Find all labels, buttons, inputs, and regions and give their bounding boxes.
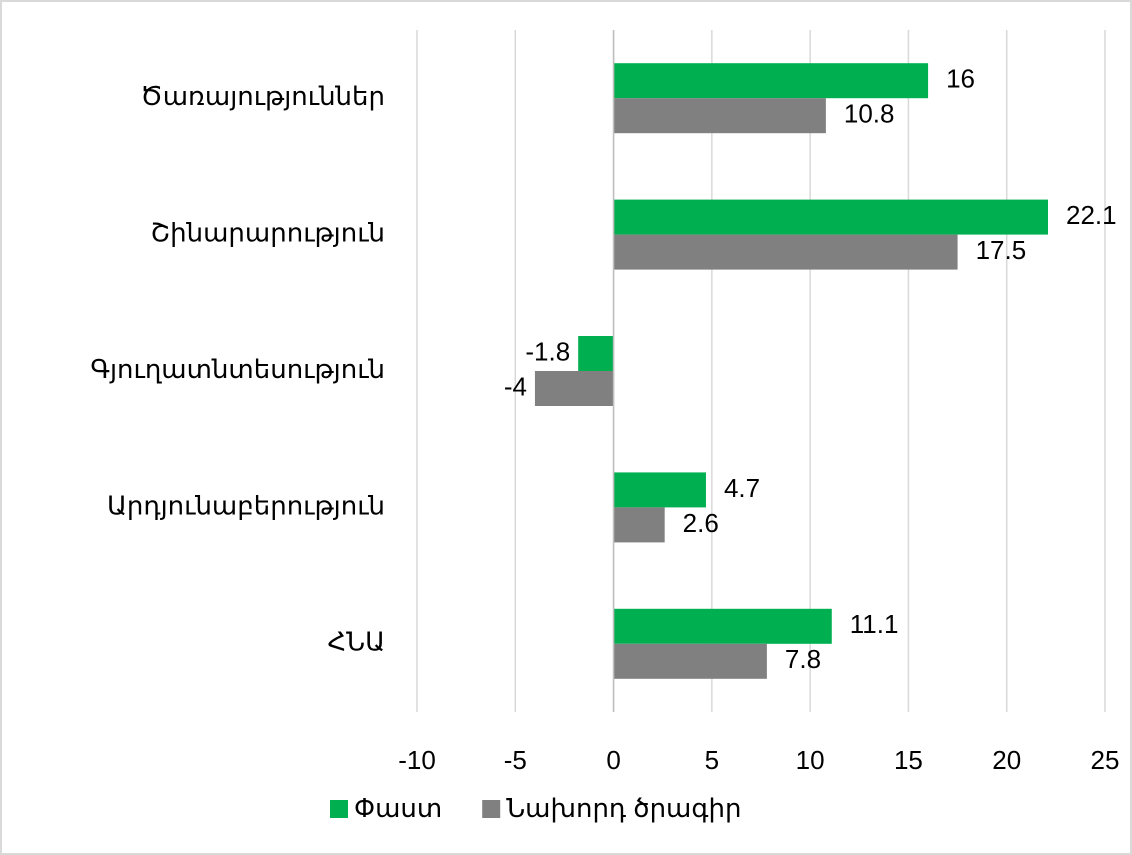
data-label: 4.7 <box>724 473 760 503</box>
legend-label: Նախորդ ծրագիր <box>506 793 741 823</box>
data-label: 2.6 <box>683 508 719 538</box>
data-label: 7.8 <box>785 644 821 674</box>
y-tick-label: Ծառայություններ <box>140 81 385 111</box>
x-tick-label: 20 <box>992 745 1021 775</box>
bar <box>613 472 706 508</box>
y-tick-label: Շինարարություն <box>150 217 385 247</box>
bar <box>613 63 929 99</box>
bar <box>613 234 958 270</box>
data-label: 10.8 <box>844 99 895 129</box>
x-tick-label: 15 <box>894 745 923 775</box>
bar <box>613 507 665 543</box>
data-label: 17.5 <box>976 235 1027 265</box>
data-label: -1.8 <box>525 336 570 366</box>
x-tick-label: 5 <box>705 745 719 775</box>
x-tick-label: -10 <box>398 745 436 775</box>
x-tick-label: -5 <box>504 745 527 775</box>
x-tick-label: 0 <box>606 745 620 775</box>
bar <box>613 608 832 644</box>
bar <box>578 336 614 371</box>
bar <box>613 98 826 134</box>
legend-swatch <box>330 800 348 818</box>
legend-swatch <box>482 800 501 818</box>
data-label: -4 <box>504 371 527 401</box>
x-tick-label: 10 <box>796 745 825 775</box>
x-tick-label: 25 <box>1091 745 1120 775</box>
data-label: 16 <box>946 64 975 94</box>
bar <box>534 371 614 406</box>
data-label: 22.1 <box>1066 200 1117 230</box>
y-tick-label: Արդյունաբերություն <box>107 490 385 520</box>
bar <box>613 199 1048 235</box>
bar <box>613 643 767 679</box>
y-tick-label: Գյուղատնտեսություն <box>90 354 385 384</box>
legend-label: Փաստ <box>354 793 442 823</box>
y-tick-label: ՀՆԱ <box>328 627 385 657</box>
data-label: 11.1 <box>850 609 899 639</box>
